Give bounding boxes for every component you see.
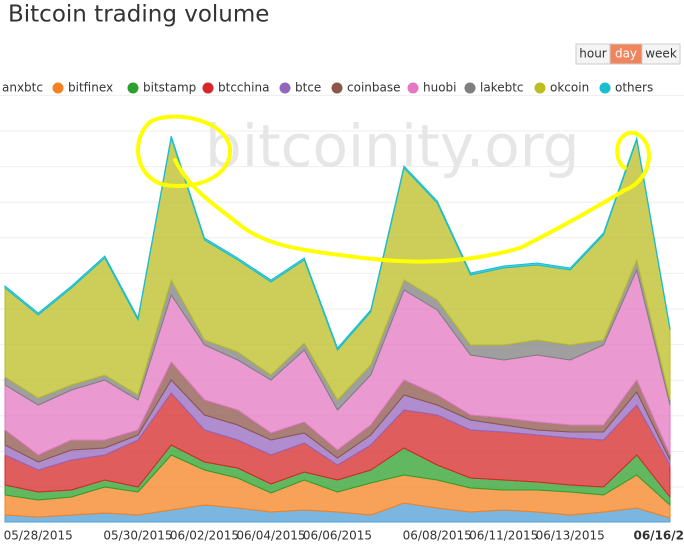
legend-marker [464,82,476,94]
x-tick-label: 05/30/2015 [103,529,172,543]
legend-label: okcoin [550,81,589,95]
x-tick-label: 06/08/2015 [403,529,472,543]
legend-label: btce [295,81,321,95]
x-tick-label: 06/06/2015 [303,529,372,543]
legend-label: bitstamp [143,81,196,95]
legend-marker [127,82,139,94]
x-tick-label: 06/16/2 [633,529,684,543]
x-tick-label: 06/02/2015 [170,529,239,543]
legend-label: coinbase [347,81,400,95]
legend-marker [331,82,343,94]
x-tick-label: 05/28/2015 [4,529,73,543]
legend-marker [52,82,64,94]
legend-label: anxbtc [2,81,43,95]
range-button[interactable] [641,43,681,65]
chart-title: Bitcoin trading volume [8,2,269,28]
legend-label: lakebtc [480,81,524,95]
range-button-label: day [615,47,637,61]
legend-marker [202,82,214,94]
annotation-scribble [136,114,651,264]
x-axis: 05/28/2015 05/30/201506/02/201506/04/2015… [4,529,684,543]
legend-label: btcchina [218,81,269,95]
legend-label: bitfinex [68,81,113,95]
x-tick-label: 06/11/2015 [469,529,538,543]
legend-marker [407,82,419,94]
watermark: bitcoinity.org [205,112,579,180]
legend-marker [534,82,546,94]
legend-marker [599,82,611,94]
legend: anxbtc bitfinex bitstamp btcchina btce coinba… [2,81,653,95]
areas [4,135,671,523]
legend-label: others [615,81,653,95]
x-tick-label: 06/04/2015 [236,529,305,543]
legend-label: huobi [423,81,457,95]
range-buttons: hour day week [575,43,681,65]
x-tick-label: 06/13/2015 [536,529,605,543]
range-button-label: week [645,47,677,61]
legend-marker [279,82,291,94]
range-button-label: hour [579,47,607,61]
area [4,135,671,351]
